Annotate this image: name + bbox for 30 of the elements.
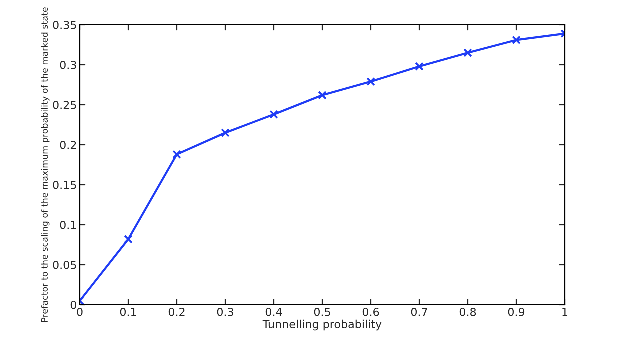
point	[318, 91, 327, 100]
x-tick-label: 1	[562, 308, 568, 316]
point	[270, 110, 278, 119]
x-tick-label: 0	[77, 308, 83, 316]
y-tick-label: 0.05	[53, 260, 76, 270]
y-tick-label: 0.2	[60, 140, 76, 150]
x-tick-label: 0.9	[508, 308, 525, 316]
x-tick-label: 0.4	[266, 308, 282, 316]
point	[366, 77, 376, 86]
x-tick-label: 0.5	[314, 308, 330, 316]
y-axis-title: Prefactor to the scaling of the maximum probability of the marked state	[41, 8, 50, 322]
point	[512, 36, 521, 45]
x-tick-label: 0.1	[120, 308, 136, 316]
y-tick-label: 0.15	[53, 180, 76, 190]
x-tick-label: 0.6	[362, 308, 380, 316]
y-tick-label: 0.35	[53, 20, 76, 30]
x-tick-label: 0.3	[217, 308, 234, 316]
y-tick-label: 0.3	[60, 60, 76, 70]
point	[172, 150, 182, 159]
point	[124, 235, 133, 244]
y-tick-label: 0.1	[60, 220, 76, 230]
x-tick-label: 0.2	[168, 308, 185, 316]
x-tick-label: 0.8	[460, 308, 476, 316]
point	[415, 62, 424, 71]
x-tick-label: 0.7	[411, 308, 428, 316]
point	[221, 128, 230, 138]
y-tick-label: 0	[70, 300, 76, 310]
x-axis-title: Tunnelling probability	[262, 320, 382, 331]
point	[464, 48, 472, 58]
y-tick-label: 0.25	[53, 100, 76, 110]
